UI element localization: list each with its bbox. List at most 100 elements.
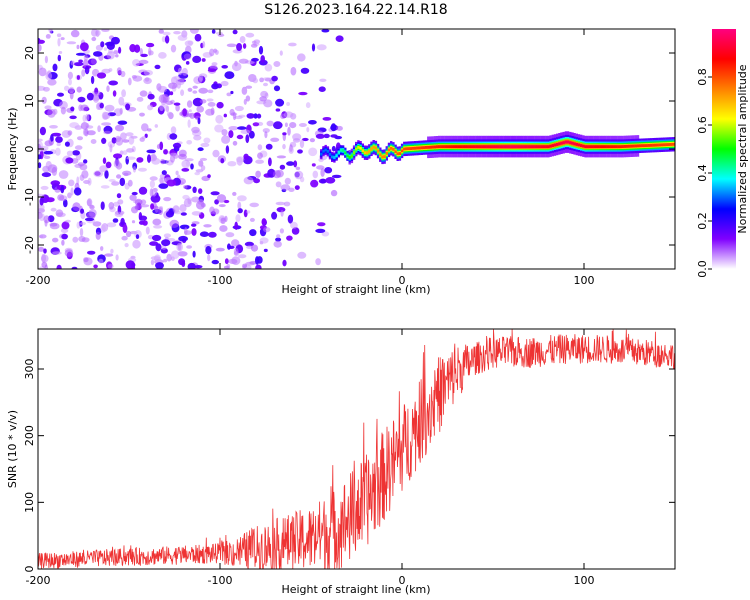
noise-blob [324,167,333,174]
ridge-cell [654,143,657,147]
ridge-cell [435,145,439,149]
figure-title: S126.2023.164.22.14.R18 [264,2,447,18]
ridge-cell [584,145,587,149]
ridge-cell [610,145,613,149]
noise-blob [57,194,65,201]
noise-blob [261,218,267,226]
noise-blob [119,150,124,155]
noise-blob [255,264,262,269]
noise-blob [114,124,125,132]
ridge-cell [604,145,607,149]
ridge-cell [424,146,428,149]
noise-blob [331,174,342,179]
snr-y-ticks: 0 100 200 300 [23,359,675,573]
noise-blob [191,211,202,216]
noise-blob [282,143,286,150]
ridge-cell [394,150,397,154]
ridge-cell [475,145,478,149]
noise-blob [50,180,61,186]
ridge-cell [553,143,557,147]
noise-blob [192,55,202,64]
noise-blob [56,264,62,269]
noise-blob [234,105,244,112]
ridge-cell [645,144,648,147]
noise-blob [237,195,247,202]
ridge-cell [639,144,642,148]
noise-blob [176,242,183,252]
noise-blob [284,177,291,185]
noise-blob [71,266,78,269]
noise-blob [156,144,161,150]
ridge-cell [339,148,343,152]
noise-blob [282,132,287,136]
noise-blob [178,258,186,266]
ridge-cell [449,145,452,149]
noise-blob [232,29,238,35]
noise-blob [249,217,255,222]
y-tick-label: 0 [23,146,36,153]
noise-blob [149,188,154,198]
ridge-cell [453,145,456,149]
noise-blob [195,169,204,173]
noise-blob [131,191,138,196]
colorbar-tick-label: 0.2 [696,212,709,230]
noise-blob [221,135,231,144]
noise-blob [259,96,267,102]
noise-blob [38,246,45,252]
noise-blob [200,165,206,171]
noise-blob [73,187,82,196]
noise-blob [255,159,264,164]
noise-blob [237,208,243,214]
noise-blob [149,180,155,189]
noise-blob [218,204,226,208]
ridge-cell [512,145,515,149]
noise-blob [57,92,64,97]
x-tick-label: -200 [26,574,51,587]
noise-blob [64,85,70,92]
noise-blob [203,137,211,144]
noise-blob [196,105,204,113]
noise-blob [44,105,52,110]
noise-blob [211,259,219,265]
ridge-cell [416,146,419,150]
noise-blob [38,44,42,52]
noise-blob [115,54,119,58]
noise-blob [158,52,167,59]
noise-blob [287,214,294,224]
noise-blob [101,122,112,126]
noise-blob [236,134,244,140]
noise-blob [264,131,268,139]
noise-blob [201,58,206,62]
ridge-cell [663,143,666,147]
ridge-cell [505,145,509,149]
noise-blob [263,99,273,108]
colorbar-tick-label: 0.6 [696,116,709,134]
noise-blob [180,89,185,96]
noise-blob [293,160,298,168]
noise-blob [225,145,230,154]
noise-blob [294,170,304,180]
x-tick-label: -100 [208,274,233,287]
ridge-cell [601,145,605,149]
noise-blob [275,98,285,107]
noise-blob [148,47,152,56]
noise-blob [226,92,232,97]
noise-blob [179,224,190,230]
ridge-cell [451,145,454,149]
noise-blob [234,115,243,120]
noise-blob [209,48,215,57]
noise-blob [266,120,274,127]
noise-blob [207,68,217,72]
noise-blob [76,221,81,229]
noise-blob [172,142,182,149]
noise-blob [273,240,282,248]
noise-blob [245,32,255,38]
noise-blob [271,75,278,82]
ridge-cell [390,146,393,150]
ridge-cell [597,145,600,149]
spectrogram-x-ticks: -200 -100 0 100 [26,29,595,287]
snr-panel: -200 -100 0 100 0 100 200 300 Height of straig… [6,328,676,596]
noise-blob [291,227,300,235]
noise-blob [99,102,104,109]
noise-blob [228,130,234,139]
